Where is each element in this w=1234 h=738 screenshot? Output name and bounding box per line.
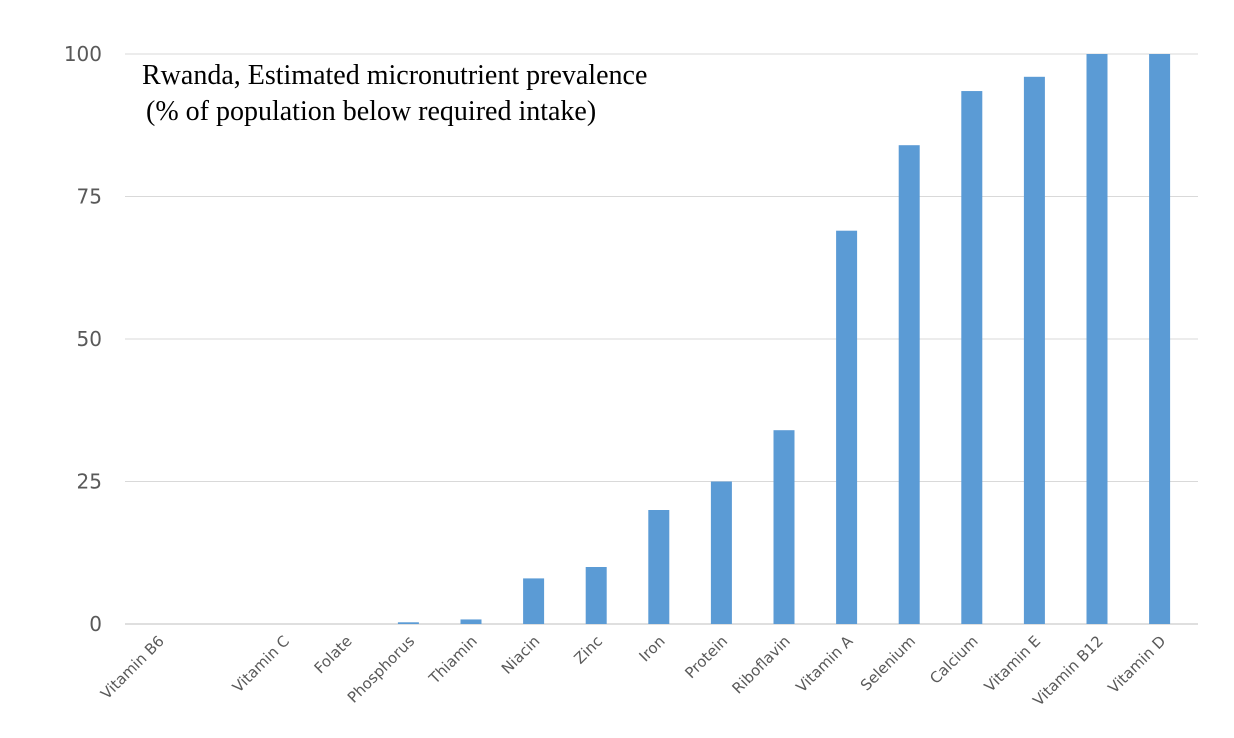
gridlines (125, 53, 1198, 625)
x-tick-label: Riboflavin (728, 632, 793, 697)
bar (585, 567, 607, 624)
x-tick-label: Vitamin E (981, 632, 1044, 695)
y-tick-label: 25 (77, 470, 102, 494)
bar (710, 481, 732, 624)
x-tick-label: Niacin (498, 632, 544, 678)
x-tick-label: Iron (635, 632, 668, 665)
chart-subtitle: (% of population below required intake) (146, 96, 596, 127)
bar (961, 91, 983, 625)
x-tick-label: Folate (311, 632, 356, 677)
bar (898, 145, 920, 624)
y-tick-label: 50 (77, 327, 102, 351)
y-tick-label: 0 (89, 612, 102, 636)
x-tick-label: Thiamin (425, 632, 481, 688)
chart-title: Rwanda, Estimated micronutrient prevalen… (142, 60, 647, 91)
bar (1086, 54, 1108, 624)
x-tick-label: Vitamin A (792, 632, 857, 697)
x-tick-label: Vitamin C (229, 632, 293, 696)
bar (397, 622, 419, 624)
y-tick-label: 100 (64, 42, 102, 66)
x-tick-label: Phosphorus (344, 632, 419, 707)
bar (523, 578, 545, 624)
y-axis-ticks: 0 25 50 75 100 (64, 42, 102, 636)
x-tick-label: Vitamin B6 (97, 632, 168, 703)
x-tick-label: Calcium (926, 632, 981, 687)
bar (1149, 54, 1171, 624)
y-tick-label: 75 (77, 185, 102, 209)
bar (1023, 76, 1045, 625)
x-tick-label: Protein (681, 632, 731, 682)
bar (836, 230, 858, 624)
x-tick-label: Vitamin D (1105, 632, 1170, 697)
x-tick-label: Selenium (857, 632, 919, 694)
bar (648, 510, 670, 624)
bar (773, 430, 795, 624)
x-tick-label: Zinc (571, 632, 606, 667)
bar (460, 619, 482, 624)
bars (397, 54, 1171, 625)
